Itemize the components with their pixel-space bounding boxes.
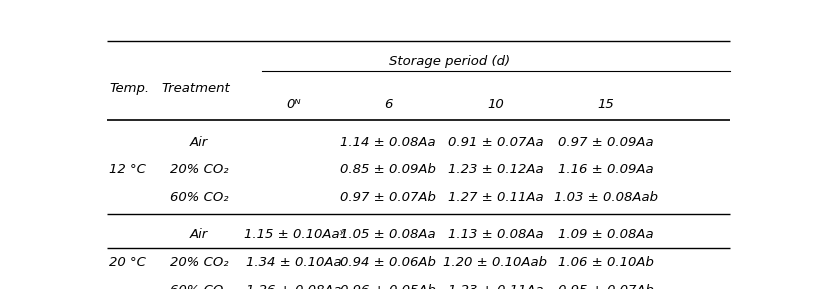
- Text: 60% CO₂: 60% CO₂: [170, 191, 228, 204]
- Text: Temp.: Temp.: [109, 81, 150, 95]
- Text: 1.23 ± 0.11Aa: 1.23 ± 0.11Aa: [448, 284, 543, 289]
- Text: 1.20 ± 0.10Aab: 1.20 ± 0.10Aab: [443, 256, 547, 269]
- Text: 60% CO₂: 60% CO₂: [170, 284, 228, 289]
- Text: 1.23 ± 0.12Aa: 1.23 ± 0.12Aa: [448, 163, 543, 176]
- Text: 0.91 ± 0.07Aa: 0.91 ± 0.07Aa: [448, 136, 543, 149]
- Text: 0.95 ± 0.07Ab: 0.95 ± 0.07Ab: [558, 284, 654, 289]
- Text: 1.05 ± 0.08Aa: 1.05 ± 0.08Aa: [341, 229, 436, 241]
- Text: 10: 10: [487, 98, 504, 111]
- Text: 6: 6: [384, 98, 393, 111]
- Text: Air: Air: [190, 229, 208, 241]
- Text: 1.34 ± 0.10Aa: 1.34 ± 0.10Aa: [246, 256, 341, 269]
- Text: 20% CO₂: 20% CO₂: [170, 256, 228, 269]
- Text: 1.14 ± 0.08Aa: 1.14 ± 0.08Aa: [341, 136, 436, 149]
- Text: 0ᴺ: 0ᴺ: [286, 98, 301, 111]
- Text: 0.96 ± 0.05Ab: 0.96 ± 0.05Ab: [341, 284, 437, 289]
- Text: 1.03 ± 0.08Aab: 1.03 ± 0.08Aab: [554, 191, 658, 204]
- Text: 1.13 ± 0.08Aa: 1.13 ± 0.08Aa: [448, 229, 543, 241]
- Text: 20 °C: 20 °C: [109, 256, 146, 269]
- Text: 1.16 ± 0.09Aa: 1.16 ± 0.09Aa: [558, 163, 654, 176]
- Text: 20% CO₂: 20% CO₂: [170, 163, 228, 176]
- Text: Air: Air: [190, 136, 208, 149]
- Text: Storage period (d): Storage period (d): [389, 55, 511, 68]
- Text: 12 °C: 12 °C: [109, 163, 146, 176]
- Text: Treatment: Treatment: [162, 81, 230, 95]
- Text: 1.27 ± 0.11Aa: 1.27 ± 0.11Aa: [448, 191, 543, 204]
- Text: 1.15 ± 0.10Aaʸ: 1.15 ± 0.10Aaʸ: [244, 229, 344, 241]
- Text: 0.97 ± 0.09Aa: 0.97 ± 0.09Aa: [558, 136, 654, 149]
- Text: 1.06 ± 0.10Ab: 1.06 ± 0.10Ab: [558, 256, 654, 269]
- Text: 1.26 ± 0.08Aa: 1.26 ± 0.08Aa: [246, 284, 341, 289]
- Text: 0.97 ± 0.07Ab: 0.97 ± 0.07Ab: [341, 191, 437, 204]
- Text: 1.09 ± 0.08Aa: 1.09 ± 0.08Aa: [558, 229, 654, 241]
- Text: 0.85 ± 0.09Ab: 0.85 ± 0.09Ab: [341, 163, 437, 176]
- Text: 15: 15: [598, 98, 614, 111]
- Text: 0.94 ± 0.06Ab: 0.94 ± 0.06Ab: [341, 256, 437, 269]
